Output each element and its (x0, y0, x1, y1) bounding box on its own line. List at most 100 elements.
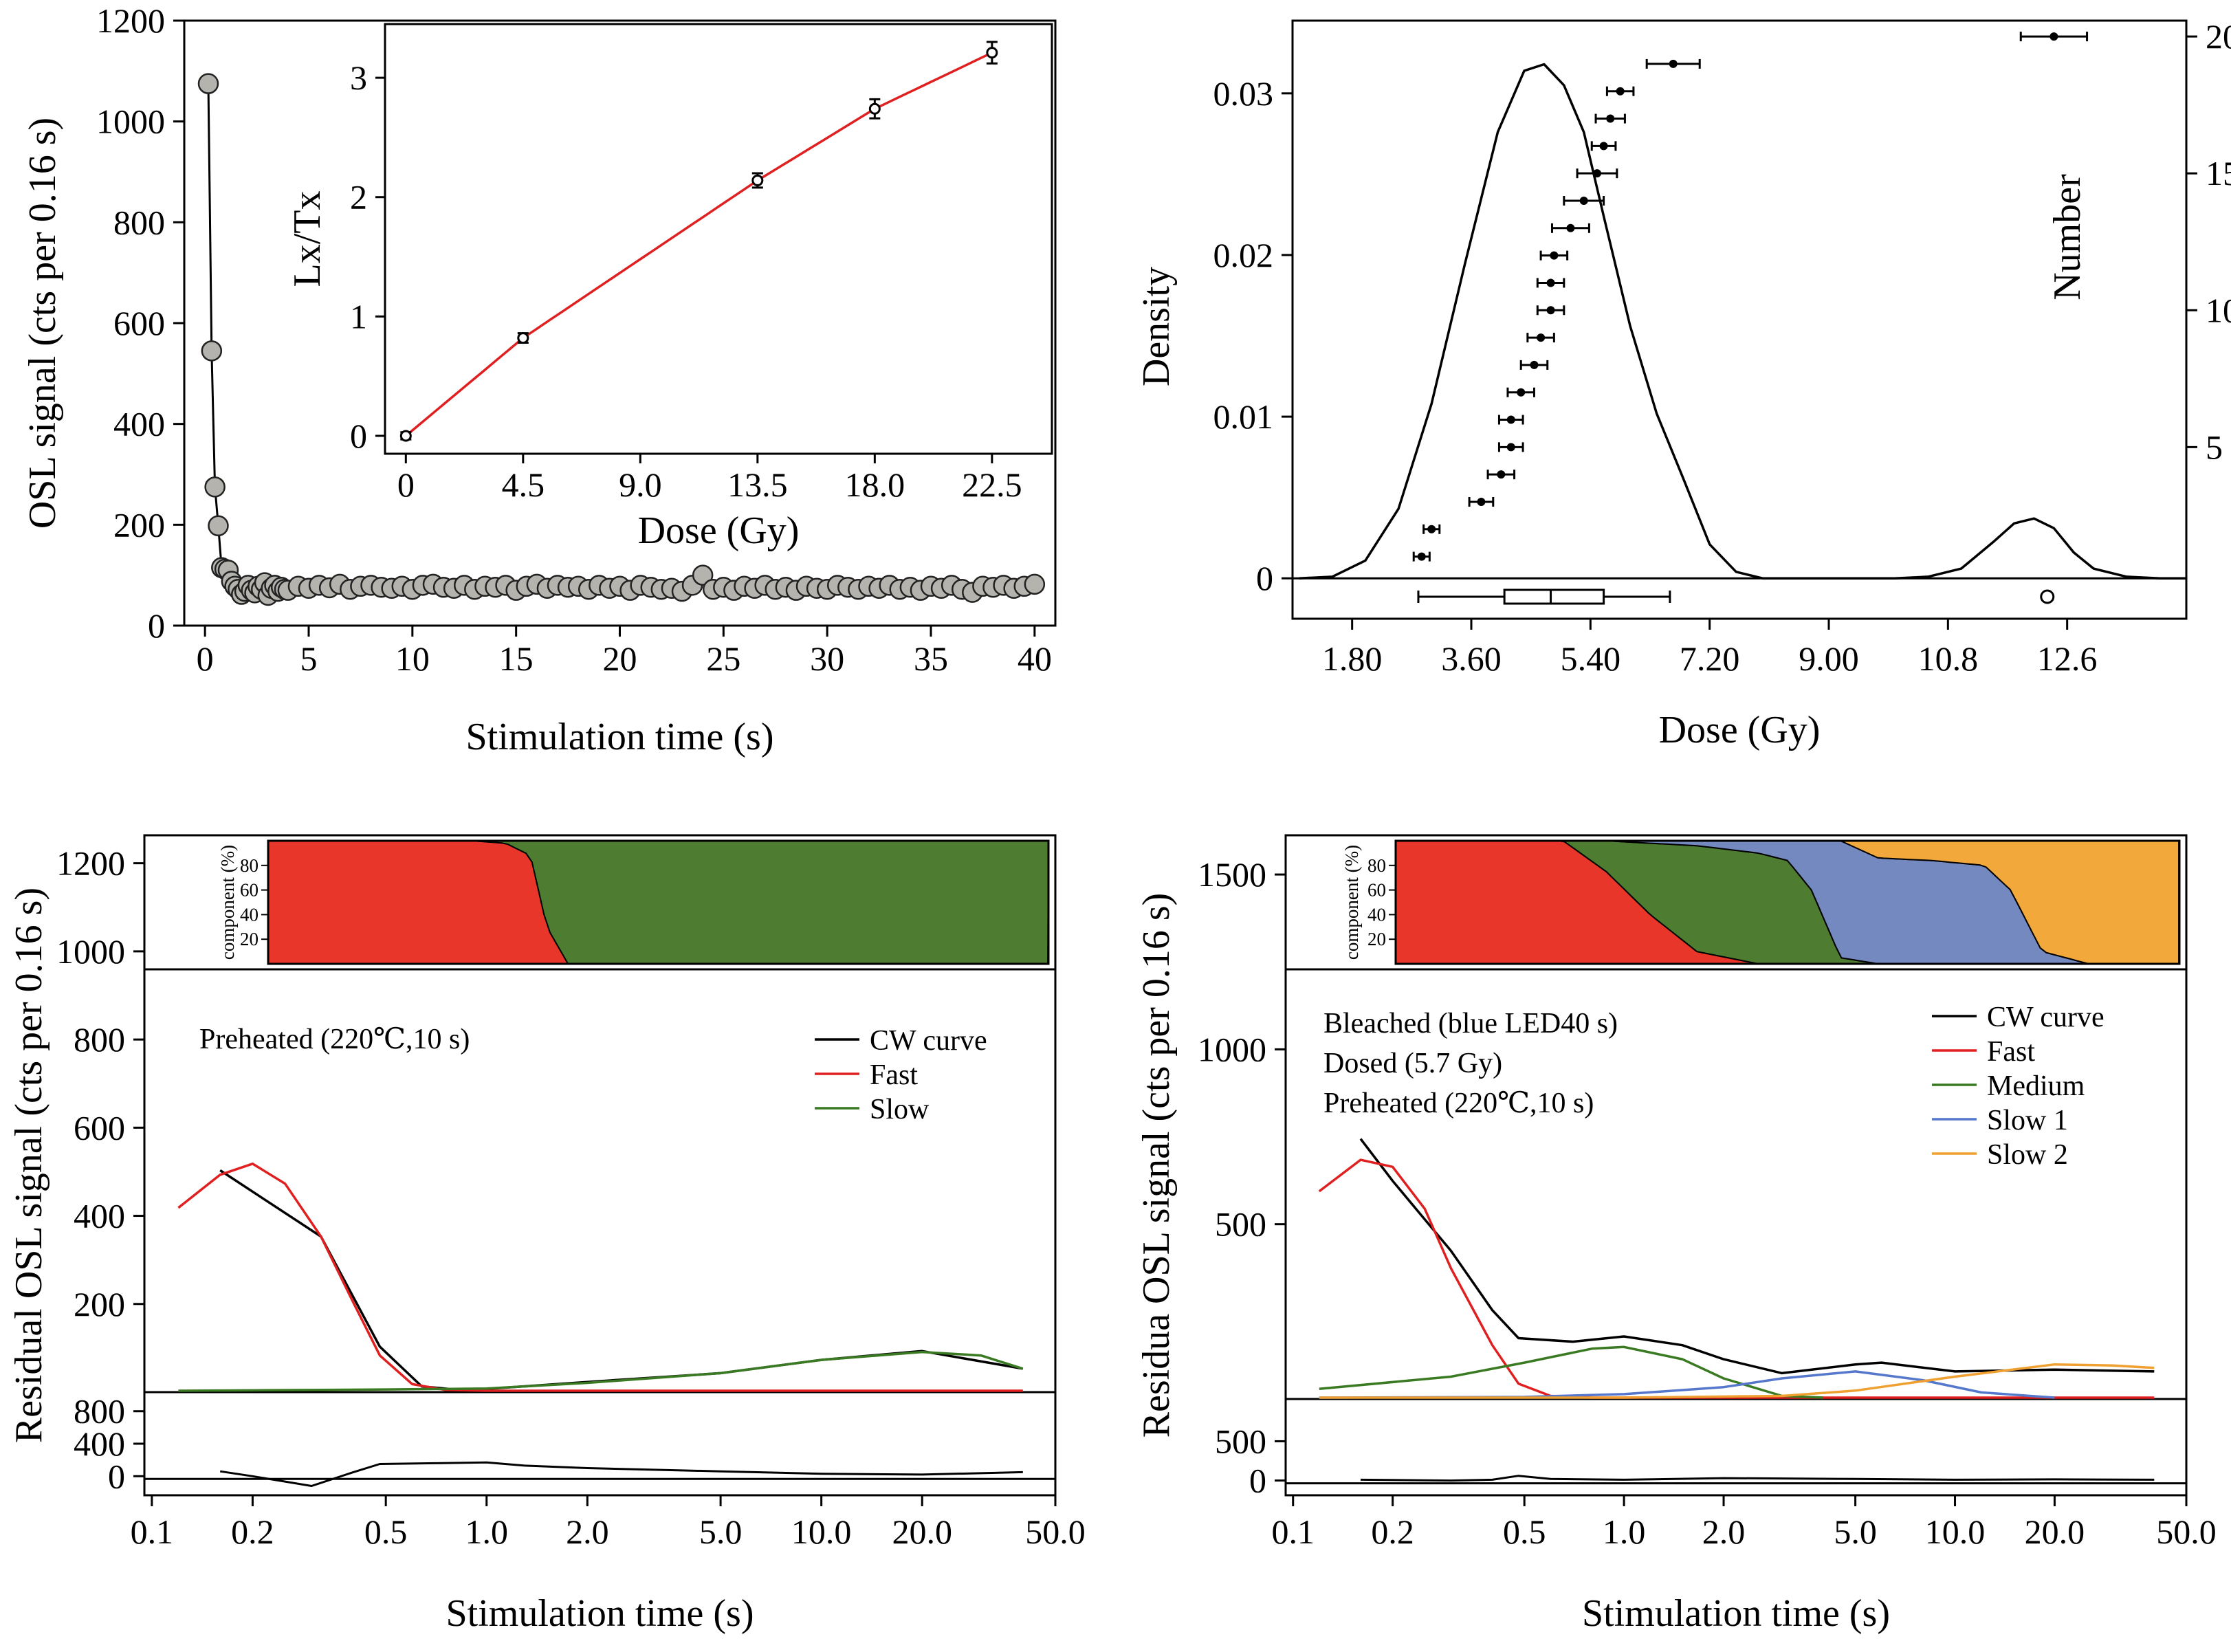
panel-d-xtick-label: 10.0 (1925, 1512, 1986, 1551)
panel-d-ytick-label: 1000 (1198, 1030, 1266, 1068)
panel-a-ytick-label: 200 (113, 505, 165, 544)
panel-b-aliquot-point (1550, 251, 1559, 260)
panel-b-ytick-label: 0.01 (1213, 397, 1274, 436)
panel-c-ytick-label: 800 (74, 1020, 125, 1059)
panel-b-aliquot-point (1517, 388, 1526, 397)
panel-b-ytick-label: 0.03 (1213, 74, 1274, 113)
panel-d-xtick-label: 2.0 (1702, 1512, 1746, 1551)
panel-d-xtick-label: 0.1 (1271, 1512, 1315, 1551)
panel-d-ytick-label: 1500 (1198, 855, 1266, 894)
panel-a-xtick-label: 20 (603, 639, 637, 678)
inset-plot-frame (384, 23, 1053, 455)
panel-d-x-axis-title: Stimulation time (s) (1582, 1592, 1890, 1635)
panel-a-ytick-label: 1200 (96, 1, 165, 40)
panel-a-ytick-label: 800 (113, 203, 165, 241)
panel-d-component-tick-label: 20 (1367, 929, 1386, 949)
panel-c-xtick-label: 0.5 (364, 1512, 408, 1551)
panel-c-series-cw-curve-line (219, 1169, 1024, 1391)
panel-d-series-slow-2-line (1319, 1363, 2155, 1399)
panel-d-xtick-label: 0.2 (1371, 1512, 1414, 1551)
panel-c-y-axis-title: Residual OSL signal (cts per 0.16 s) (8, 888, 50, 1443)
panel-c-ytick-label: 600 (74, 1108, 125, 1147)
panel-b-xtick-label: 9.00 (1799, 639, 1859, 678)
panel-a-xtick-label: 35 (914, 639, 948, 678)
panel-a-xtick-label: 30 (810, 639, 844, 678)
panel-c-residual-ytick-label: 0 (108, 1457, 125, 1495)
panel-c-xtick-label: 10.0 (791, 1512, 852, 1551)
panel-a-decay-line (207, 83, 233, 582)
inset-xtick-label: 0 (397, 465, 415, 504)
panel-d-legend-label: Slow 2 (1987, 1139, 2068, 1171)
panel-c-legend-label: Slow (870, 1094, 930, 1125)
panel-b-aliquot-point (1566, 223, 1575, 232)
panel-d-xtick-label: 50.0 (2156, 1512, 2217, 1551)
panel-b-aliquot-point (1530, 360, 1539, 369)
panel-b-y2tick-label: 5 (2206, 428, 2223, 466)
panel-a-x-axis-title: Stimulation time (s) (466, 716, 774, 758)
panel-b-aliquot-point (1546, 278, 1555, 287)
panel-c-component-box (267, 839, 1050, 965)
panel-c-xtick-label: 2.0 (566, 1512, 609, 1551)
panel-d-plot-frame (1284, 834, 2188, 1497)
panel-b-y2tick-label: 10 (2206, 291, 2231, 329)
inset-data-point (868, 102, 881, 115)
inset-ytick-label: 0 (350, 417, 367, 455)
panel-a-xtick-label: 0 (197, 639, 214, 678)
panel-d-residual-ytick-label: 0 (1249, 1462, 1266, 1500)
panel-a-data-point (692, 564, 714, 586)
panel-a-y-axis-title: OSL signal (cts per 0.16 s) (21, 118, 64, 529)
panel-b-aliquot-point (1579, 196, 1588, 205)
panel-b-xtick-label: 7.20 (1680, 639, 1740, 678)
inset-data-point (399, 430, 412, 442)
panel-b-aliquot-point (1592, 169, 1601, 178)
panel-a-data-point (204, 476, 226, 498)
panel-d-annotation: Bleached (blue LED40 s) (1323, 1008, 1618, 1039)
panel-d-xtick-label: 0.5 (1503, 1512, 1546, 1551)
panel-b-aliquot-point (1506, 443, 1515, 452)
panel-b-aliquot-point (1546, 306, 1555, 315)
inset-xtick-label: 22.5 (962, 465, 1022, 504)
panel-b-plot-frame (1291, 19, 2188, 620)
inset-fit-curve (405, 52, 993, 437)
panel-c-ytick-label: 200 (74, 1285, 125, 1323)
panel-c-residual-ytick-label: 400 (74, 1424, 125, 1463)
inset-data-point (751, 174, 764, 186)
panel-c-component-tick-label: 60 (240, 880, 259, 901)
panel-b-xtick-label: 3.60 (1441, 639, 1502, 678)
panel-c-xtick-label: 0.1 (131, 1512, 174, 1551)
inset-xtick-label: 4.5 (502, 465, 545, 504)
panel-d-series-medium-line (1319, 1345, 1824, 1399)
panel-d-annotation: Preheated (220℃,10 s) (1323, 1088, 1594, 1119)
inset-ytick-label: 1 (350, 297, 367, 335)
panel-c-ytick-label: 1200 (56, 844, 125, 883)
panel-b-aliquot-point (1669, 59, 1678, 68)
panel-c-component-tick-label: 40 (240, 904, 259, 925)
panel-a-data-point (197, 73, 219, 94)
panel-b-xtick-label: 5.40 (1561, 639, 1621, 678)
panel-a-xtick-label: 25 (706, 639, 740, 678)
panel-b-aliquot-point (1616, 87, 1625, 96)
panel-c-legend-label: Fast (870, 1059, 918, 1091)
panel-c-plot-frame (143, 834, 1057, 1497)
panel-b-aliquot-point (1537, 333, 1546, 342)
panel-c-xtick-label: 0.2 (231, 1512, 274, 1551)
panel-b-aliquot-point (1506, 415, 1515, 424)
panel-a-xtick-label: 40 (1018, 639, 1052, 678)
panel-d-component-tick-label: 60 (1367, 880, 1386, 901)
panel-a-ytick-label: 400 (113, 405, 165, 443)
panel-b-boxplot-box (1503, 588, 1605, 605)
panel-b-y2tick-label: 15 (2206, 154, 2231, 192)
panel-b-y2tick-label: 20 (2206, 17, 2231, 56)
panel-a-data-point (201, 340, 223, 362)
panel-d-xtick-label: 1.0 (1603, 1512, 1646, 1551)
panel-c-legend-label: CW curve (870, 1025, 987, 1057)
panel-a-xtick-label: 5 (300, 639, 318, 678)
panel-c-xtick-label: 50.0 (1025, 1512, 1086, 1551)
panel-c-series-slow-line (178, 1350, 1024, 1392)
panel-b-aliquot-point (1497, 470, 1506, 479)
panel-b-aliquot-point (1417, 552, 1426, 561)
panel-c-component-tick-label: 80 (240, 855, 259, 876)
panel-b-aliquot-point (1606, 114, 1615, 123)
inset-ytick-label: 3 (350, 58, 367, 97)
